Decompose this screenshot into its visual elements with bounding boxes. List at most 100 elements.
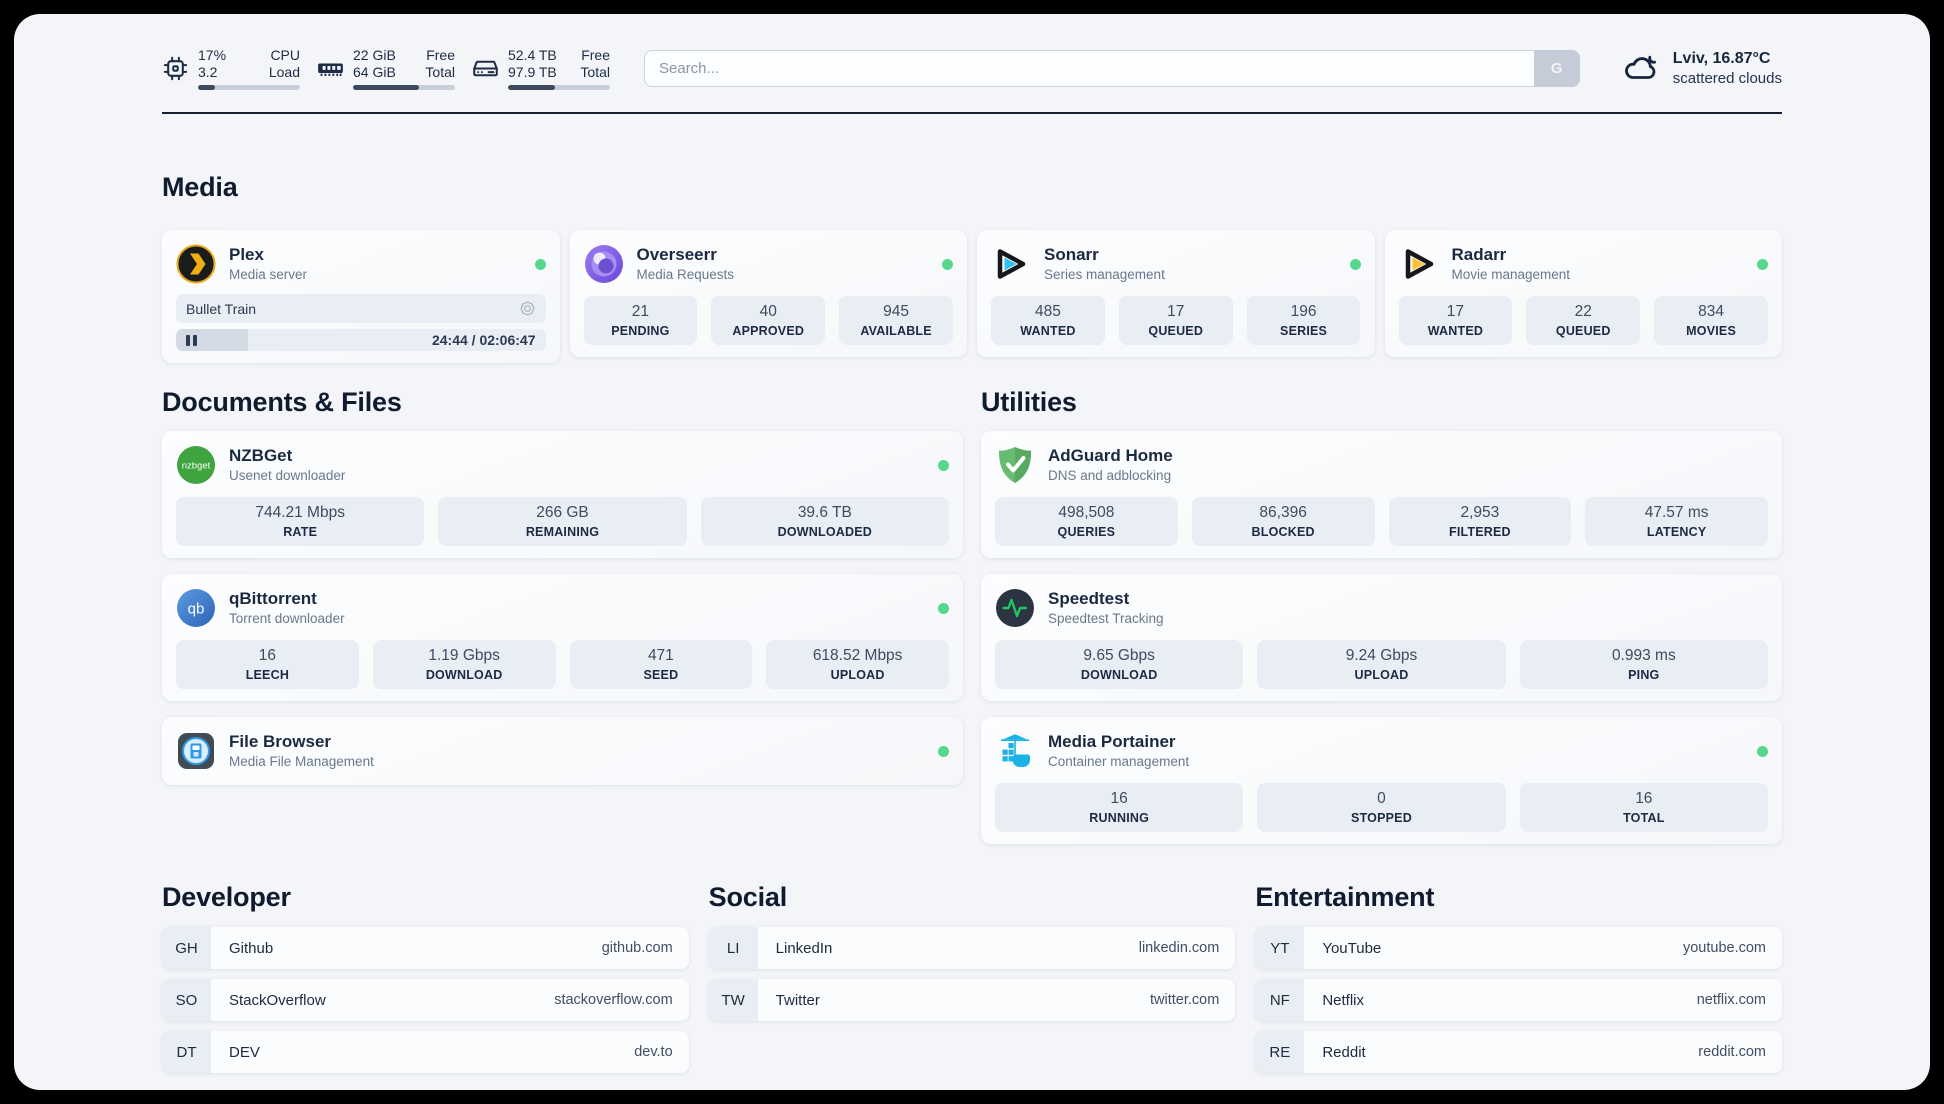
stat-value: 2,953 — [1460, 504, 1500, 521]
status-dot-online — [534, 258, 546, 270]
bookmark-name: YouTube — [1322, 939, 1382, 957]
bookmark-abbr: SO — [162, 979, 211, 1021]
app-stats-row: 744.21 Mbps RATE 266 GB REMAINING 39.6 TB DOW… — [176, 497, 949, 546]
stat-value: 16 — [258, 647, 276, 664]
app-name: Sonarr — [1044, 245, 1099, 264]
app-card-qbittorrent[interactable]: qb qBittorrent Torrent downloader 16 LEECH 1.… — [162, 574, 963, 701]
app-card-media-portainer[interactable]: Media Portainer Container management 16 RUN… — [981, 717, 1782, 844]
app-card-speedtest[interactable]: Speedtest Speedtest Tracking 9.65 Gbps DOWN… — [981, 574, 1782, 701]
stat-wanted: 17 WANTED — [1398, 296, 1513, 345]
stat-value: 834 — [1698, 303, 1724, 320]
stat-label: REMAINING — [525, 525, 600, 539]
app-card-overseerr[interactable]: Overseerr Media Requests 21 PENDING 40 APPROV… — [569, 230, 967, 357]
app-card-sonarr[interactable]: Sonarr Series management 485 WANTED 17 QUEUED… — [977, 230, 1375, 357]
topbar-divider — [162, 112, 1782, 114]
bookmark-stackoverflow[interactable]: SO StackOverflow stackoverflow.com — [162, 979, 689, 1021]
memory-stat: 22 GiB 64 GiB Free Total — [317, 47, 455, 90]
stat-value: 17 — [1446, 303, 1465, 320]
stat-value: 1.19 Gbps — [428, 647, 500, 664]
search-input[interactable] — [644, 49, 1580, 87]
cpu-label: CPU — [270, 46, 300, 63]
app-card-file-browser[interactable]: File Browser Media File Management — [162, 717, 963, 785]
stat-label: WANTED — [1020, 324, 1076, 338]
bookmark-github[interactable]: GH Github github.com — [162, 927, 689, 969]
bookmark-list: LI LinkedIn linkedin.com TW Twitter twitter.c… — [708, 927, 1236, 1021]
status-dot-online — [938, 602, 949, 614]
stat-total: 16 TOTAL — [1519, 783, 1768, 832]
app-subtitle: Media File Management — [229, 754, 374, 769]
status-dot-online — [938, 745, 949, 757]
app-stats-row: 485 WANTED 17 QUEUED 196 SERIES — [991, 296, 1361, 345]
stat-label: LEECH — [245, 668, 290, 682]
app-card-header: nzbget NZBGet Usenet downloader — [176, 443, 949, 487]
stat-label: UPLOAD — [1354, 668, 1409, 682]
bookmark-netflix[interactable]: NF Netflix netflix.com — [1255, 979, 1782, 1021]
stat-label: UPLOAD — [830, 668, 885, 682]
storage-stat: 52.4 TB 97.9 TB Free Total — [472, 47, 610, 90]
app-card-header: Sonarr Series management — [991, 242, 1361, 286]
bookmark-name: DEV — [229, 1043, 260, 1061]
stat-label: FILTERED — [1448, 525, 1511, 539]
search-provider-button[interactable]: G — [1533, 49, 1580, 87]
pause-icon[interactable] — [186, 334, 197, 346]
stat-label: TOTAL — [1623, 811, 1665, 825]
bookmark-abbr: LI — [708, 927, 758, 969]
ram-free: 22 GiB — [353, 46, 396, 63]
stat-value: 0.993 ms — [1611, 647, 1676, 664]
stat-running: 16 RUNNING — [995, 783, 1244, 832]
speedtest-icon — [995, 588, 1035, 628]
app-card-adguard-home[interactable]: AdGuard Home DNS and adblocking 498,508 QUE… — [981, 431, 1782, 558]
stat-label: QUEUED — [1148, 324, 1204, 338]
bookmark-youtube[interactable]: YT YouTube youtube.com — [1255, 927, 1782, 969]
bookmark-twitter[interactable]: TW Twitter twitter.com — [708, 979, 1236, 1021]
stat-value: 618.52 Mbps — [812, 647, 903, 664]
app-card-plex[interactable]: Plex Media server Bullet Train 24:44 / 02:0… — [162, 230, 560, 363]
bookmark-reddit[interactable]: RE Reddit reddit.com — [1255, 1031, 1782, 1073]
bookmark-abbr: RE — [1255, 1031, 1305, 1073]
stat-upload: 9.24 Gbps UPLOAD — [1257, 640, 1506, 689]
stat-value: 9.24 Gbps — [1345, 647, 1418, 664]
stat-label: WANTED — [1427, 324, 1484, 338]
plex-icon — [176, 244, 216, 284]
cpu-stat: 17% 3.2 CPU Load — [162, 47, 300, 90]
utilities-cards: AdGuard Home DNS and adblocking 498,508 QUE… — [981, 431, 1782, 844]
bookmark-dev[interactable]: DT DEV dev.to — [162, 1031, 689, 1073]
bookmark-name: Reddit — [1322, 1043, 1366, 1061]
session-disc-icon — [519, 300, 536, 317]
app-card-radarr[interactable]: Radarr Movie management 17 WANTED 22 QUEUED 83… — [1384, 230, 1782, 357]
stat-value: 485 — [1034, 303, 1061, 320]
bookmark-abbr: YT — [1255, 927, 1305, 969]
radarr-icon — [1399, 244, 1439, 284]
weather-text: Lviv, 16.87°C scattered clouds — [1673, 49, 1782, 88]
app-name: Plex — [229, 245, 264, 264]
overseerr-icon — [584, 244, 624, 284]
weather-condition: scattered clouds — [1672, 69, 1782, 87]
app-card-header: File Browser Media File Management — [176, 729, 949, 773]
system-stats: 17% 3.2 CPU Load — [162, 47, 610, 90]
cpu-load-label: Load — [268, 63, 300, 80]
stat-label: DOWNLOAD — [1080, 668, 1158, 682]
middle-columns: Documents & Files nzbget NZBGet Usenet dow… — [162, 385, 1782, 844]
stat-label: QUEUED — [1555, 324, 1611, 338]
stat-label: BLOCKED — [1251, 525, 1315, 539]
app-subtitle: Media Requests — [636, 267, 735, 282]
app-titles: Sonarr Series management — [1044, 244, 1165, 284]
stat-remaining: 266 GB REMAINING — [438, 497, 687, 546]
app-titles: qBittorrent Torrent downloader — [229, 588, 345, 628]
bookmark-abbr: NF — [1255, 979, 1305, 1021]
app-titles: Speedtest Speedtest Tracking — [1048, 588, 1164, 628]
stat-queued: 17 QUEUED — [1118, 296, 1233, 345]
bookmark-group-developer: Developer GH Github github.com SO StackOverfl… — [162, 880, 689, 1073]
bookmark-group-title: Social — [708, 882, 788, 912]
stat-value: 266 GB — [536, 504, 589, 521]
disk-free-label: Free — [581, 46, 610, 63]
status-dot-online — [942, 258, 953, 270]
topbar: 17% 3.2 CPU Load — [162, 40, 1782, 96]
app-stats-row: 17 WANTED 22 QUEUED 834 MOVIES — [1398, 296, 1769, 345]
ram-total-label: Total — [425, 63, 455, 80]
app-card-nzbget[interactable]: nzbget NZBGet Usenet downloader 744.21 Mbps… — [162, 431, 963, 558]
bookmark-linkedin[interactable]: LI LinkedIn linkedin.com — [708, 927, 1236, 969]
bookmark-group-title: Developer — [162, 882, 291, 912]
stat-label: RUNNING — [1089, 811, 1150, 825]
